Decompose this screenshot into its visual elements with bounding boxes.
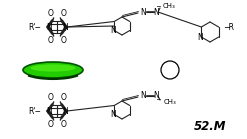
Text: O: O [48,36,54,44]
Text: ─R: ─R [224,23,234,32]
Text: O: O [48,93,54,102]
Text: R'─: R'─ [28,106,40,116]
Text: N: N [153,8,159,17]
Text: O: O [60,9,66,18]
Circle shape [161,61,179,79]
Text: O: O [60,93,66,102]
Text: N: N [140,91,146,100]
Text: N: N [46,106,52,116]
Text: N: N [110,26,116,35]
Text: N: N [153,91,159,100]
Ellipse shape [30,64,76,72]
Text: O: O [60,36,66,44]
Ellipse shape [23,62,83,78]
Text: O: O [48,120,54,129]
Text: N: N [140,8,146,17]
Text: N: N [46,23,52,32]
Text: 52.M: 52.M [194,121,226,133]
Text: CH₃: CH₃ [164,99,177,105]
Text: N: N [110,110,116,119]
Text: N: N [62,23,68,32]
Text: O: O [60,120,66,129]
Text: ─: ─ [156,99,160,104]
Text: M: M [165,65,174,75]
Text: O: O [48,9,54,18]
Text: N: N [62,106,68,116]
Text: CH₃: CH₃ [163,3,176,9]
Text: ─: ─ [156,4,160,9]
Text: N: N [197,33,203,42]
Text: R'─: R'─ [28,23,40,32]
